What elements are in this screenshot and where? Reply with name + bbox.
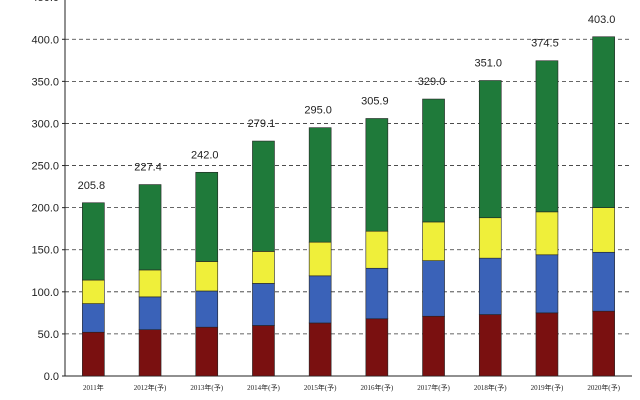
bar-total-label: 351.0 [474,58,502,70]
bar-segment [365,267,389,320]
x-tick-label: 2015年(予) [304,383,337,392]
bar-segment [535,254,559,314]
bar-segment [138,329,162,377]
x-tick-label: 2011年 [83,383,104,392]
bar-segment [422,221,445,261]
bar-total-label: 403.0 [588,14,616,26]
bar-total-label: 242.0 [191,149,219,161]
bar-segment [252,325,275,377]
y-tick-label: 300.0 [31,118,59,130]
bar-segment [478,314,502,377]
y-tick-label: 100.0 [31,287,59,299]
y-tick-label: 400.0 [31,34,59,46]
bar-segment [138,296,162,331]
bar-segment [252,251,275,284]
bar-segment [422,98,445,223]
bar-segment [478,257,502,315]
bar-total-label: 205.8 [78,180,106,192]
x-tick-label: 2017年(予) [417,383,450,392]
bar-segment [195,171,219,262]
bar-segment [252,283,275,326]
bars [82,36,615,377]
bar-segment [195,261,219,292]
bar-total-label: 227.4 [134,162,162,174]
x-tick-label: 2020年(予) [587,383,620,392]
bar-segment [592,310,615,377]
bar-segment [195,326,219,377]
labels: 0.0 50.0 100.0 150.0 200.0 250.0 300.0 350.0 400… [31,0,620,392]
bar-segment [82,303,105,333]
bar-segment [535,211,559,256]
bar-segment [252,140,275,252]
x-tick-label: 2014年(予) [247,383,280,392]
bar-segment [195,290,219,328]
bar-total-label: 374.5 [531,38,559,50]
bar-segment [478,80,502,219]
bar-segment [138,269,162,298]
bar-segment [422,260,445,317]
y-tick-label: 0.0 [44,371,59,383]
x-tick-label: 2012年(予) [134,383,167,392]
y-tick-label: 250.0 [31,161,59,173]
y-tick-label: 150.0 [31,245,59,257]
bar-segment [592,36,615,208]
bar-segment [365,318,389,377]
bar-segment [535,312,559,377]
x-tick-label: 2019年(予) [531,383,564,392]
bar-segment [592,251,615,312]
bar-total-label: 279.1 [248,118,276,130]
bar-segment [365,118,389,232]
bar-segment [82,331,105,377]
bar-total-label: 295.0 [304,105,332,117]
bar-segment [592,207,615,253]
bar-segment [308,275,332,324]
bar-segment [365,230,389,269]
bar-segment [138,184,162,271]
bar-segment [82,202,105,281]
bar-segment [535,60,559,213]
bar-total-label: 329.0 [418,76,446,88]
y-tick-label: 450.0 [31,0,59,4]
bar-segment [308,322,332,377]
y-tick-label: 350.0 [31,76,59,88]
x-tick-label: 2016年(予) [361,383,394,392]
bar-segment [308,127,332,243]
y-tick-label: 50.0 [38,329,59,341]
bar-segment [478,217,502,259]
x-tick-label: 2013年(予) [190,383,223,392]
bar-segment [308,241,332,277]
bar-segment [82,279,105,304]
y-tick-label: 200.0 [31,203,59,215]
bar-total-label: 305.9 [361,95,389,107]
x-tick-label: 2018年(予) [474,383,507,392]
bar-segment [422,315,445,377]
